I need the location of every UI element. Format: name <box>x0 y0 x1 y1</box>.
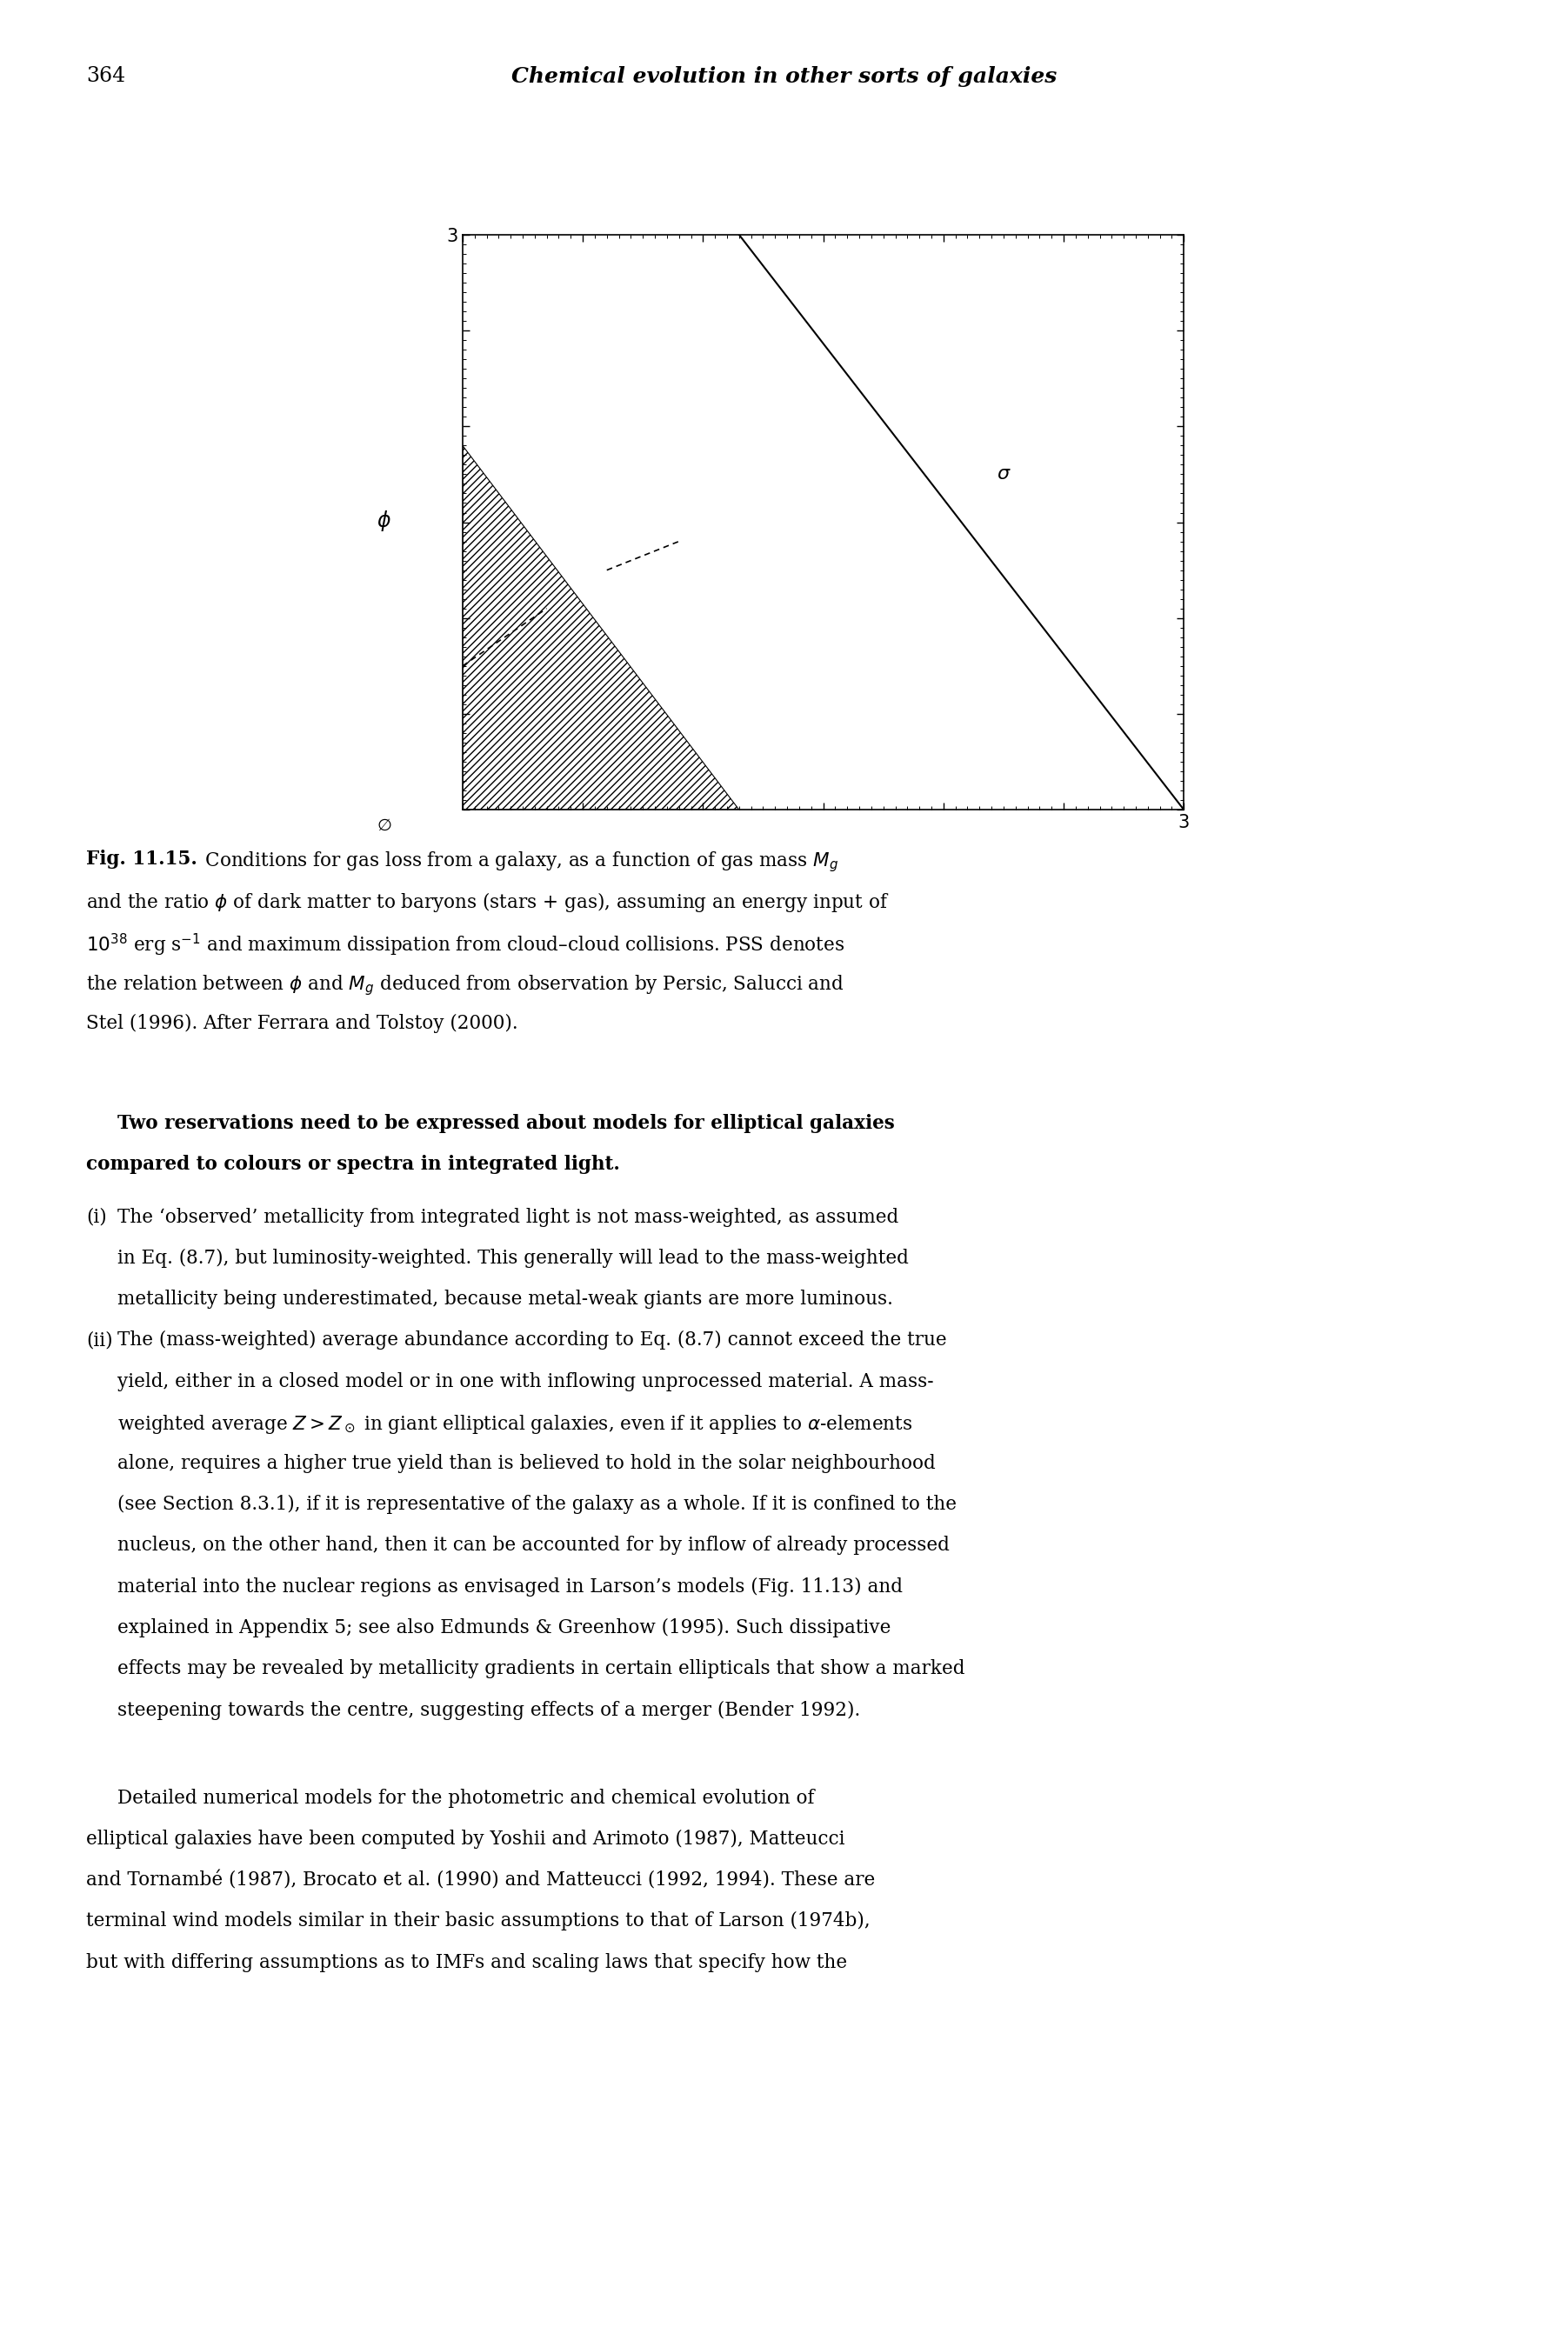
Text: $\sigma$: $\sigma$ <box>996 465 1011 483</box>
Text: Conditions for gas loss from a galaxy, as a function of gas mass $M_g$: Conditions for gas loss from a galaxy, a… <box>193 850 839 873</box>
Text: and Tornambé (1987), Brocato et al. (1990) and Matteucci (1992, 1994). These are: and Tornambé (1987), Brocato et al. (199… <box>86 1871 875 1889</box>
Text: The (mass-weighted) average abundance according to Eq. (8.7) cannot exceed the t: The (mass-weighted) average abundance ac… <box>118 1331 947 1350</box>
Text: weighted average $Z > Z_\odot$ in giant elliptical galaxies, even if it applies : weighted average $Z > Z_\odot$ in giant … <box>118 1413 913 1436</box>
Text: explained in Appendix 5; see also Edmunds & Greenhow (1995). Such dissipative: explained in Appendix 5; see also Edmund… <box>118 1619 891 1638</box>
Text: in Eq. (8.7), but luminosity-weighted. This generally will lead to the mass-weig: in Eq. (8.7), but luminosity-weighted. T… <box>118 1249 909 1267</box>
Text: Stel (1996). After Ferrara and Tolstoy (2000).: Stel (1996). After Ferrara and Tolstoy (… <box>86 1014 517 1033</box>
Text: (see Section 8.3.1), if it is representative of the galaxy as a whole. If it is : (see Section 8.3.1), if it is representa… <box>118 1495 956 1514</box>
Text: nucleus, on the other hand, then it can be accounted for by inflow of already pr: nucleus, on the other hand, then it can … <box>118 1537 950 1556</box>
Text: alone, requires a higher true yield than is believed to hold in the solar neighb: alone, requires a higher true yield than… <box>118 1455 936 1474</box>
Text: metallicity being underestimated, because metal-weak giants are more luminous.: metallicity being underestimated, becaus… <box>118 1291 894 1310</box>
Text: elliptical galaxies have been computed by Yoshii and Arimoto (1987), Matteucci: elliptical galaxies have been computed b… <box>86 1831 845 1849</box>
Text: $\phi$: $\phi$ <box>376 509 392 533</box>
Text: and the ratio $\phi$ of dark matter to baryons (stars + gas), assuming an energy: and the ratio $\phi$ of dark matter to b… <box>86 890 889 915</box>
Text: Detailed numerical models for the photometric and chemical evolution of: Detailed numerical models for the photom… <box>118 1788 815 1807</box>
Text: but with differing assumptions as to IMFs and scaling laws that specify how the: but with differing assumptions as to IMF… <box>86 1953 847 1971</box>
Text: 364: 364 <box>86 66 125 87</box>
Text: yield, either in a closed model or in one with inflowing unprocessed material. A: yield, either in a closed model or in on… <box>118 1371 935 1392</box>
Text: material into the nuclear regions as envisaged in Larson’s models (Fig. 11.13) a: material into the nuclear regions as env… <box>118 1577 903 1596</box>
Text: (i): (i) <box>86 1206 107 1227</box>
Text: effects may be revealed by metallicity gradients in certain ellipticals that sho: effects may be revealed by metallicity g… <box>118 1659 964 1678</box>
Text: terminal wind models similar in their basic assumptions to that of Larson (1974b: terminal wind models similar in their ba… <box>86 1913 870 1932</box>
Text: $\emptyset$: $\emptyset$ <box>376 819 392 833</box>
Text: $10^{38}$ erg s$^{-1}$ and maximum dissipation from cloud–cloud collisions. PSS : $10^{38}$ erg s$^{-1}$ and maximum dissi… <box>86 932 845 958</box>
Text: steepening towards the centre, suggesting effects of a merger (Bender 1992).: steepening towards the centre, suggestin… <box>118 1702 861 1720</box>
Text: compared to colours or spectra in integrated light.: compared to colours or spectra in integr… <box>86 1155 619 1174</box>
Text: Chemical evolution in other sorts of galaxies: Chemical evolution in other sorts of gal… <box>511 66 1057 87</box>
Text: Fig. 11.15.: Fig. 11.15. <box>86 850 198 868</box>
Text: Two reservations need to be expressed about models for elliptical galaxies: Two reservations need to be expressed ab… <box>118 1115 895 1134</box>
Text: The ‘observed’ metallicity from integrated light is not mass-weighted, as assume: The ‘observed’ metallicity from integrat… <box>118 1206 898 1227</box>
Text: the relation between $\phi$ and $M_g$ deduced from observation by Persic, Salucc: the relation between $\phi$ and $M_g$ de… <box>86 972 844 997</box>
Text: (ii): (ii) <box>86 1331 113 1350</box>
